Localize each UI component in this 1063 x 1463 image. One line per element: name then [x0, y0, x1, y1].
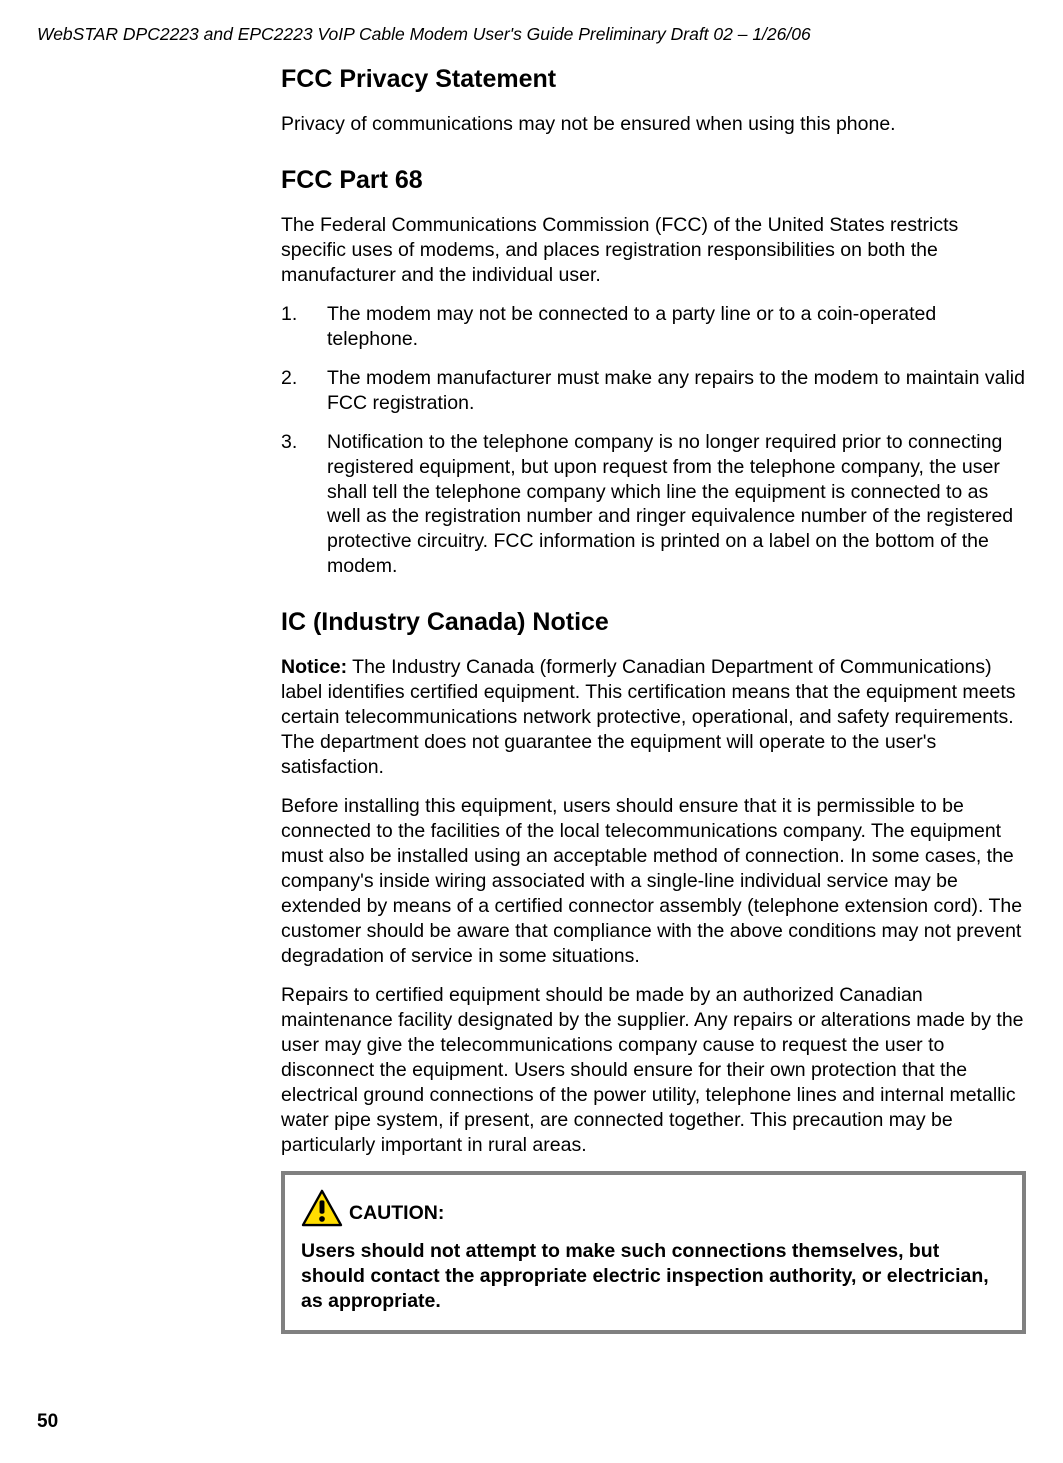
- paragraph-ic-2: Before installing this equipment, users …: [281, 794, 1026, 969]
- caution-label: CAUTION:: [349, 1202, 444, 1227]
- caution-text: Users should not attempt to make such co…: [301, 1239, 1006, 1314]
- notice-lead: Notice:: [281, 656, 347, 678]
- page: WebSTAR DPC2223 and EPC2223 VoIP Cable M…: [0, 0, 1063, 1463]
- list-item: The modem manufacturer must make any rep…: [281, 366, 1026, 416]
- warning-triangle-icon: [301, 1189, 343, 1227]
- caution-header: CAUTION:: [301, 1189, 1006, 1227]
- list-part68: The modem may not be connected to a part…: [281, 302, 1026, 580]
- caution-box: CAUTION: Users should not attempt to mak…: [281, 1171, 1026, 1334]
- paragraph-ic-3: Repairs to certified equipment should be…: [281, 983, 1026, 1158]
- heading-fcc-part-68: FCC Part 68: [281, 165, 1026, 195]
- heading-ic-notice: IC (Industry Canada) Notice: [281, 607, 1026, 637]
- paragraph-part68-intro: The Federal Communications Commission (F…: [281, 213, 1026, 288]
- page-number: 50: [37, 1411, 58, 1433]
- list-item: Notification to the telephone company is…: [281, 430, 1026, 580]
- running-header: WebSTAR DPC2223 and EPC2223 VoIP Cable M…: [37, 24, 811, 45]
- content-column: FCC Privacy Statement Privacy of communi…: [281, 64, 1026, 1334]
- list-item: The modem may not be connected to a part…: [281, 302, 1026, 352]
- paragraph-ic-1: Notice: The Industry Canada (formerly Ca…: [281, 655, 1026, 780]
- notice-rest: The Industry Canada (formerly Canadian D…: [281, 656, 1016, 778]
- heading-fcc-privacy: FCC Privacy Statement: [281, 64, 1026, 94]
- paragraph-privacy: Privacy of communications may not be ens…: [281, 112, 1026, 137]
